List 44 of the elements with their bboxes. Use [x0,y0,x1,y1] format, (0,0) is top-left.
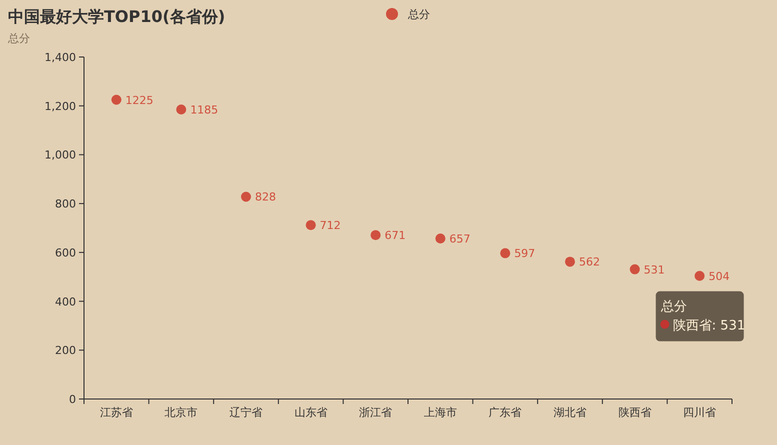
chart-title: 中国最好大学TOP10(各省份) [8,7,226,26]
y-tick-label: 600 [55,246,76,260]
tooltip: 总分 陕西省: 531 [656,291,746,342]
y-tick-label: 1,400 [44,51,76,64]
data-label: 597 [514,247,536,260]
y-tick-label: 0 [69,393,76,406]
y-tick-label: 1,000 [44,148,76,162]
y-tick-label: 1,200 [44,100,76,113]
point [500,248,510,258]
data-label: 562 [579,256,600,269]
x-tick-label: 山东省 [294,406,328,419]
x-tick-label: 陕西省 [618,406,652,419]
point [630,264,640,274]
data-label: 657 [449,232,470,246]
x-tick-label: 北京市 [164,406,198,419]
point [176,104,186,115]
annotation: 陕西省: 531 [672,318,746,334]
y-tick-label: 800 [55,198,76,211]
data-label: 712 [320,219,341,232]
x-tick-label: 广东省 [488,406,522,419]
data-label: 504 [708,270,730,283]
data-label: 828 [255,190,276,204]
point [565,256,575,267]
x-tick-label: 上海市 [424,406,457,419]
x-tick-label: 辽宁省 [230,406,262,419]
point [111,94,122,105]
point [435,234,446,244]
x-tick-label: 湖北省 [554,406,586,419]
chart-subtitle: 总分 [7,32,30,45]
point [241,192,251,202]
data-label: 1185 [190,104,218,117]
x-tick-label: 江苏省 [100,406,133,419]
point [370,230,381,240]
legend-label: 总分 [407,8,430,21]
x-tick-label: 浙江省 [359,406,392,419]
point [306,220,316,230]
point [694,270,705,281]
y-tick-label: 200 [55,344,76,358]
data-label: 531 [644,263,665,276]
x-tick-label: 四川省 [683,406,716,419]
data-label: 1225 [125,94,154,107]
y-tick-label: 400 [55,295,76,308]
data-label: 671 [384,229,406,242]
annotation: 总分 [660,299,687,314]
